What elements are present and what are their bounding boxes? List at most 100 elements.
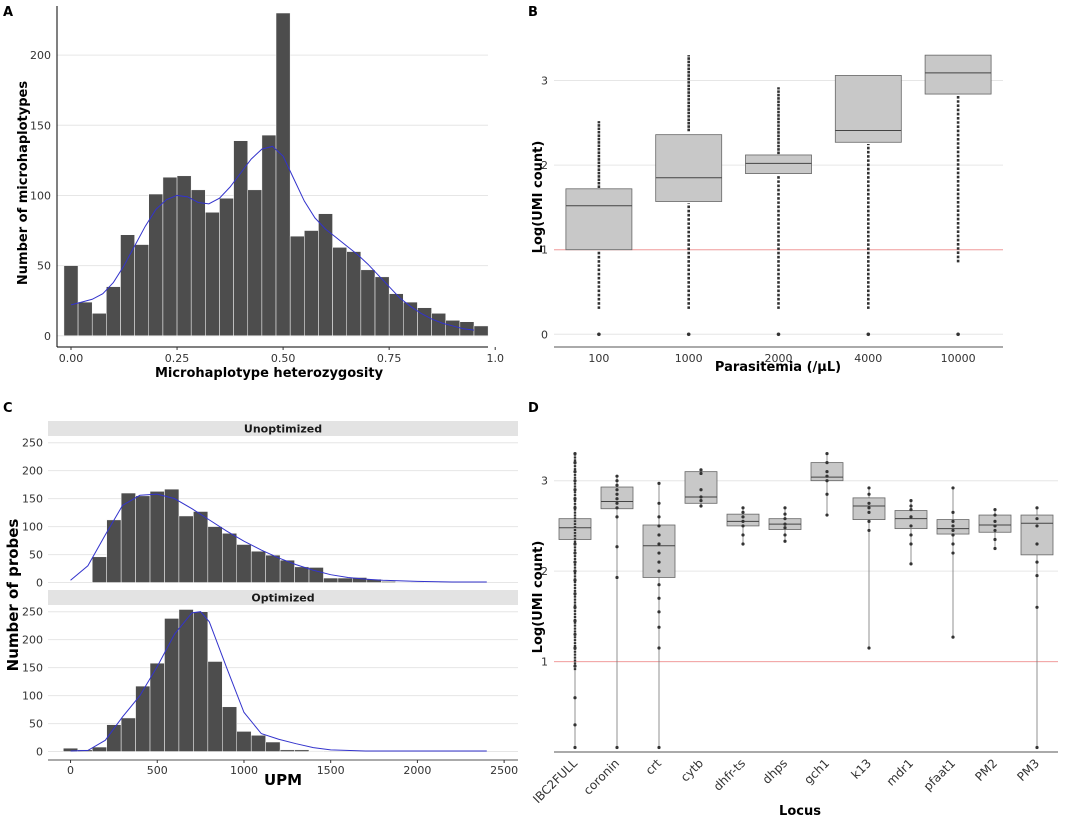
data-point-d: [573, 506, 577, 510]
panel-a-ylabel: Number of microhaplotypes: [16, 81, 31, 285]
panel-d-boxplot: 1 2 3 IBC2FULL coronin crt cytb dhfr-ts dhps gch1…: [530, 451, 1058, 806]
xtick-label-d: crt: [643, 756, 665, 778]
histogram-bar-c: [120, 492, 136, 583]
xtick-label-c: 0: [67, 764, 74, 777]
data-point-d: [699, 498, 703, 503]
histogram-bar-c: [135, 495, 151, 583]
data-point-d: [951, 510, 955, 514]
outlier-point-b: [597, 332, 601, 337]
data-point-d: [867, 528, 871, 533]
data-point-d: [993, 528, 997, 533]
data-point-d: [951, 528, 955, 533]
data-point-d: [741, 510, 745, 514]
data-point-d: [573, 551, 577, 555]
data-point-d: [867, 492, 871, 496]
xtick-label-d: k13: [849, 756, 875, 782]
data-point-d: [573, 646, 577, 650]
xtick-label-c: 500: [147, 764, 168, 777]
data-point-d: [699, 488, 703, 492]
ytick-label-a: 0: [44, 330, 51, 343]
box-b: [655, 134, 723, 202]
histogram-bar-a: [63, 265, 79, 337]
density-curve-a: [70, 145, 475, 331]
data-point-d: [657, 560, 661, 564]
histogram-bar-c: [236, 544, 252, 583]
xtick-label-b: 10000: [941, 352, 976, 365]
histogram-bar-c: [308, 567, 324, 583]
data-point-d: [825, 513, 829, 517]
ytick-label-b: 3: [541, 75, 548, 88]
panel-a-histogram: 0 50 100 150 200 0.00 0.25 0.50 0.75 1.0: [30, 6, 504, 365]
data-point-d: [657, 551, 661, 555]
histogram-bar-c: [265, 741, 281, 752]
data-point-d: [615, 492, 619, 496]
data-point-d: [993, 546, 997, 551]
data-point-d: [615, 488, 619, 492]
data-point-d: [783, 522, 787, 526]
data-point-d: [741, 515, 745, 519]
xtick-label-c: 1500: [317, 764, 345, 777]
data-point-d: [825, 451, 829, 456]
histogram-bar-c: [207, 661, 223, 752]
data-point-d: [951, 533, 955, 537]
data-point-d: [909, 504, 913, 508]
panel-c-histograms: Unoptimized 0 50 100 150 200 250 Optimized 0 50 10…: [22, 421, 518, 777]
data-point-d: [573, 560, 577, 564]
data-point-d: [573, 745, 577, 750]
data-point-d: [951, 551, 955, 555]
histogram-bar-a: [148, 193, 164, 337]
xtick-label-b: 100: [588, 352, 609, 365]
histogram-bar-c: [178, 609, 194, 752]
ytick-label-d: 1: [541, 656, 548, 669]
ytick-label-c: 250: [22, 437, 43, 450]
panel-b-xlabel: Parasitemia (/µL): [715, 360, 841, 375]
histogram-bar-c: [250, 735, 266, 752]
data-point-d: [657, 569, 661, 573]
histogram-bar-a: [360, 269, 376, 337]
data-point-d: [909, 498, 913, 503]
histogram-bar-a: [346, 251, 362, 337]
ytick-label-c: 150: [22, 493, 43, 506]
histogram-bar-c: [178, 515, 194, 583]
ytick-label-c: 0: [36, 577, 43, 590]
data-point-d: [825, 492, 829, 496]
ytick-label-c: 100: [22, 690, 43, 703]
data-point-d: [741, 519, 745, 523]
data-point-d: [867, 519, 871, 523]
panel-a-xlabel: Microhaplotype heterozygosity: [155, 366, 384, 381]
data-point-d: [573, 619, 577, 623]
histogram-bar-a: [445, 320, 461, 337]
xtick-label-d: pfaat1: [921, 756, 958, 793]
histogram-bar-c: [366, 578, 382, 583]
ytick-label-c: 0: [36, 746, 43, 759]
facet-strip: [48, 590, 518, 605]
xtick-label-d: IBC2FULL: [530, 756, 580, 806]
xtick-label-b: 4000: [854, 352, 882, 365]
histogram-bar-a: [304, 230, 319, 337]
histogram-bar-a: [473, 325, 489, 337]
xtick-label-b: 2000: [765, 352, 793, 365]
data-point-d: [699, 468, 703, 472]
data-point-d: [1035, 745, 1039, 750]
xtick-label-d: dhfr-ts: [711, 756, 748, 793]
data-point-d: [993, 537, 997, 542]
data-point-d: [741, 524, 745, 528]
data-point-d: [615, 479, 619, 483]
data-point-d: [909, 542, 913, 546]
histogram-bar-a: [233, 140, 248, 337]
panel-label-b: B: [528, 5, 538, 20]
ytick-label-c: 200: [22, 634, 43, 647]
histogram-bar-c: [323, 577, 339, 583]
box-d: [1020, 514, 1054, 556]
data-point-d: [867, 506, 871, 510]
density-curve-c: [70, 493, 487, 583]
panel-label-c: C: [3, 401, 13, 416]
histogram-bar-c: [164, 618, 180, 752]
histogram-bar-c: [308, 750, 324, 752]
data-point-d: [783, 533, 787, 537]
outlier-point-b: [866, 332, 871, 337]
data-point-d: [657, 596, 661, 600]
histogram-bar-a: [106, 286, 121, 337]
data-point-d: [909, 508, 913, 512]
histogram-bar-c: [294, 566, 310, 583]
